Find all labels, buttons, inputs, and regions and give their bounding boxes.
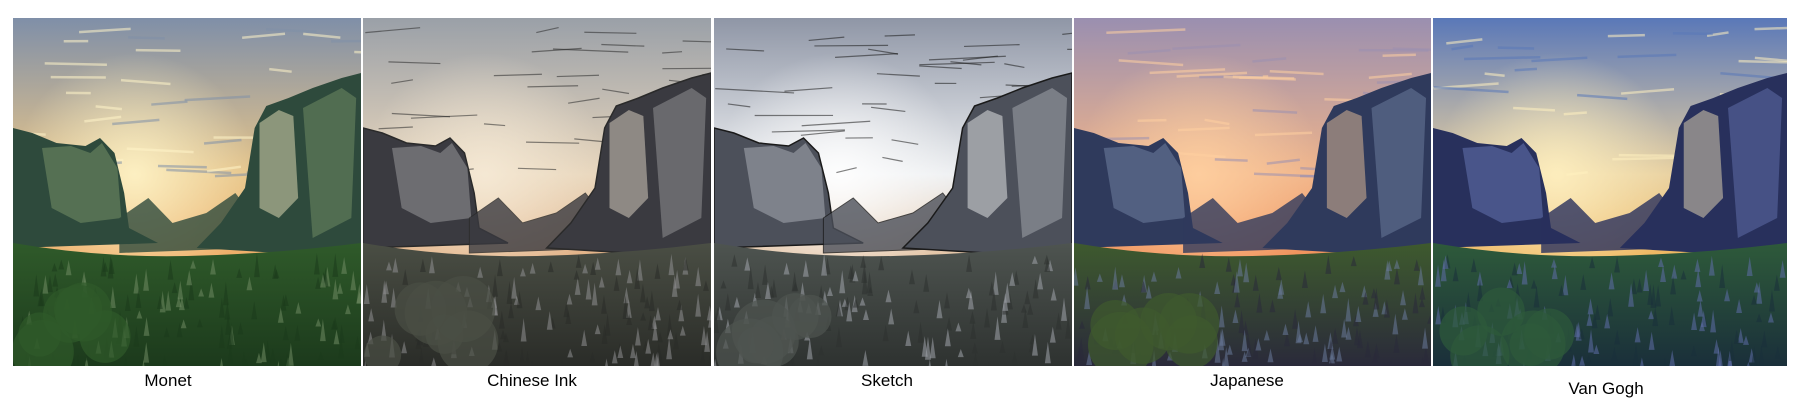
artwork-panel-monet [13, 18, 361, 366]
artwork-panel-chinese-ink [363, 18, 711, 366]
caption-monet: Monet [144, 371, 192, 390]
artwork-panel-japanese [1074, 18, 1431, 366]
artwork-panel-van-gogh [1433, 18, 1787, 366]
artwork-panel-sketch [714, 18, 1072, 366]
caption-van-gogh: Van Gogh [1568, 379, 1644, 398]
caption-japanese: Japanese [1210, 371, 1284, 390]
caption-chinese-ink: Chinese Ink [487, 371, 577, 390]
caption-sketch: Sketch [861, 371, 913, 390]
